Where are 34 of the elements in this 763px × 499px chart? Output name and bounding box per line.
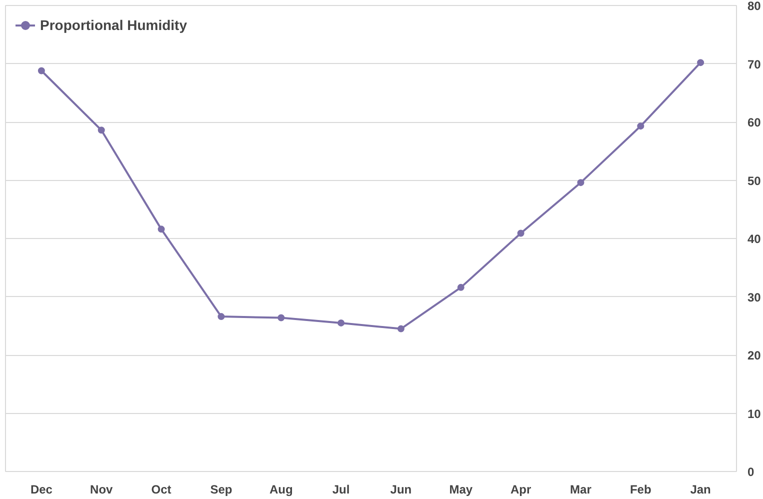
x-tick-label: Dec	[30, 482, 53, 496]
point	[457, 284, 464, 291]
x-tick-label: Jan	[690, 482, 711, 496]
x-tick-label: Nov	[90, 482, 114, 496]
y-tick-label: 10	[748, 406, 762, 421]
x-tick-label: Feb	[630, 482, 652, 496]
x-tick-label: Jun	[390, 482, 412, 496]
y-tick-label: 0	[748, 465, 754, 479]
y-tick-label: 50	[748, 174, 762, 188]
y-tick-label: 70	[748, 57, 762, 72]
x-tick-label: May	[449, 482, 473, 496]
point	[218, 313, 225, 320]
point	[338, 319, 345, 326]
point	[637, 122, 644, 130]
point	[517, 230, 524, 237]
x-tick-label: Mar	[570, 482, 592, 496]
y-tick-label: 30	[748, 290, 762, 304]
point	[397, 325, 404, 332]
y-tick-label: 80	[748, 0, 762, 13]
point	[278, 314, 285, 322]
point	[158, 226, 165, 233]
x-tick-label: Oct	[151, 482, 172, 496]
point	[697, 59, 704, 66]
point	[98, 126, 105, 134]
legend-label: Proportional Humidity	[40, 17, 187, 33]
y-tick-label: 60	[748, 116, 762, 130]
y-tick-label: 20	[748, 348, 762, 362]
x-tick-label: Jul	[332, 482, 350, 496]
x-tick-label: Aug	[269, 482, 293, 496]
point	[38, 67, 45, 74]
y-tick-label: 40	[748, 232, 762, 246]
x-tick-label: Apr	[510, 482, 532, 496]
point	[577, 179, 584, 186]
x-tick-label: Sep	[210, 482, 232, 496]
